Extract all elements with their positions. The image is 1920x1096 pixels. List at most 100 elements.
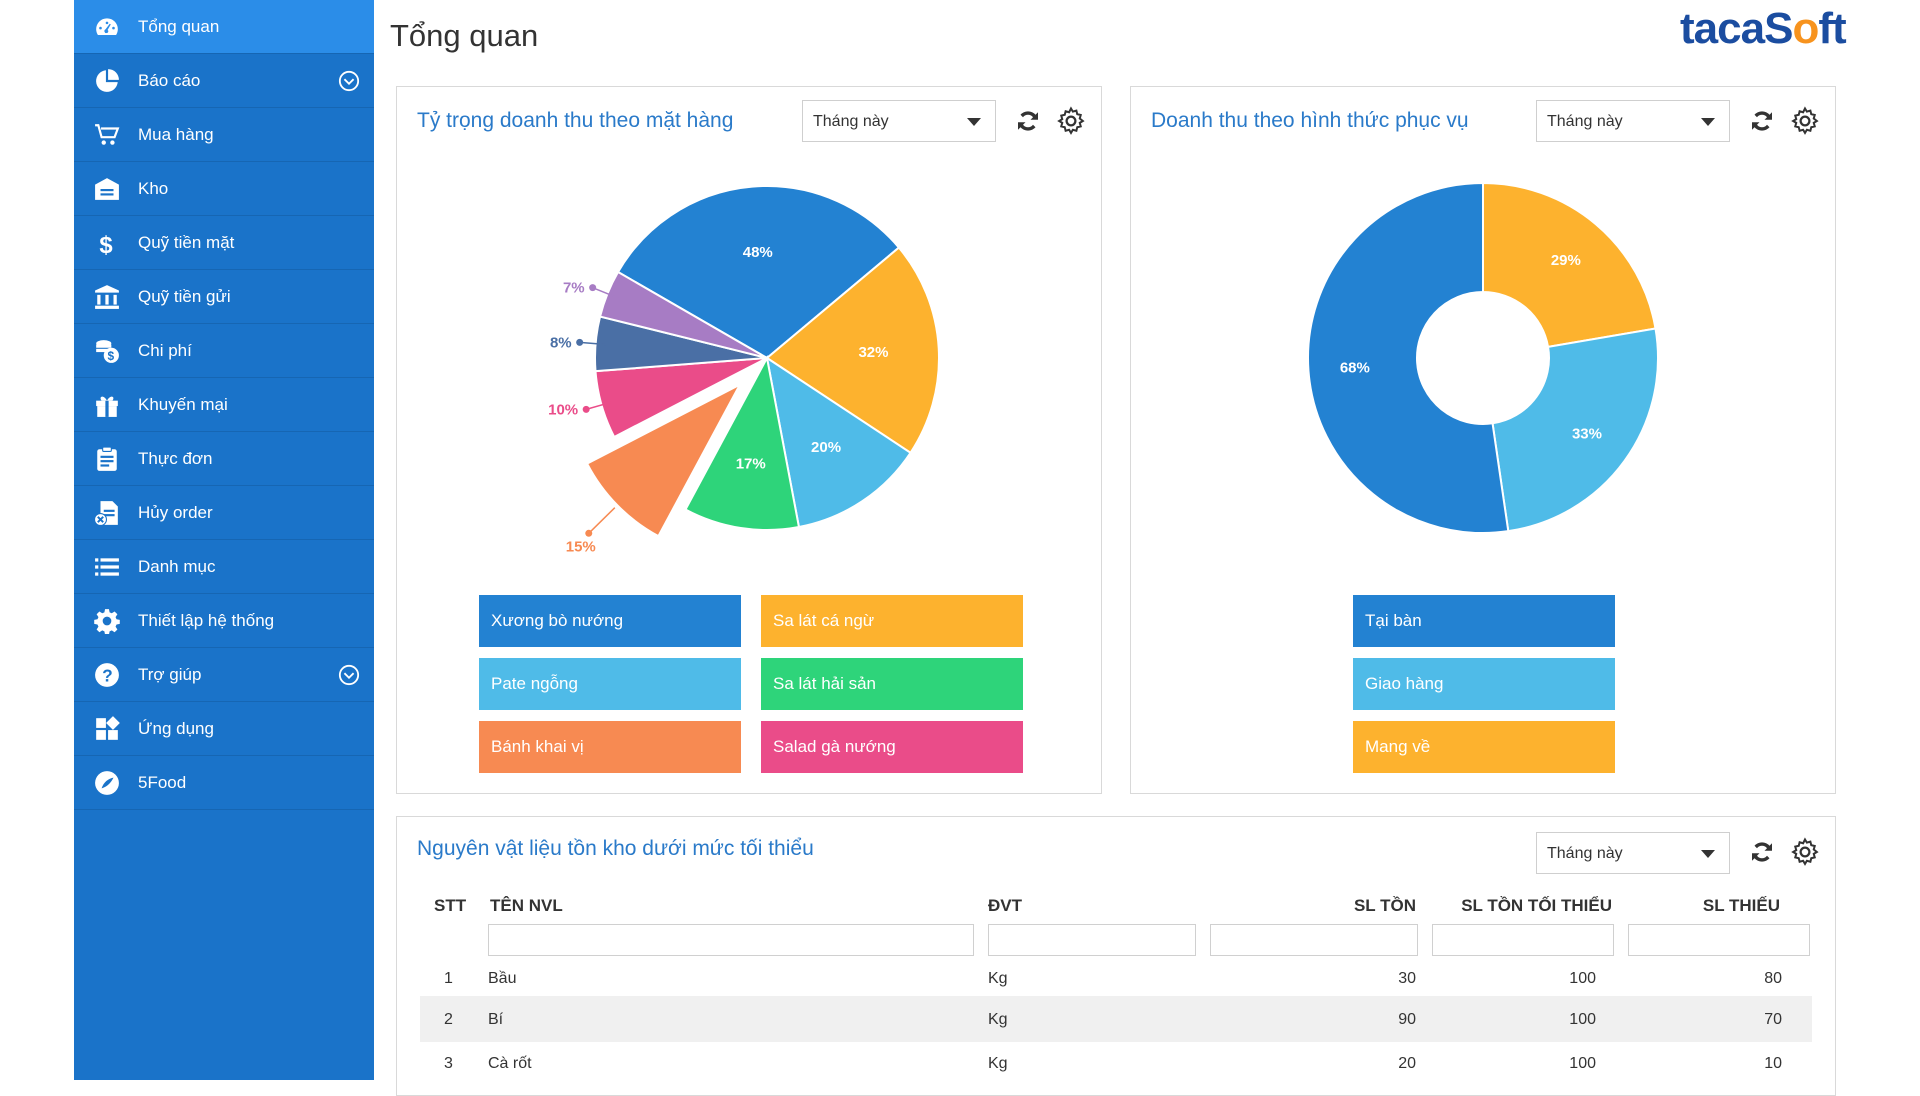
- donut-slice-tai-ban[interactable]: [1307, 181, 1510, 534]
- settings-icon[interactable]: [1790, 837, 1820, 867]
- sidebar-item-kho[interactable]: Kho: [74, 162, 374, 216]
- dashboard-icon: [92, 12, 122, 42]
- svg-text:$: $: [99, 231, 112, 255]
- sidebar-item-5food[interactable]: 5Food: [74, 756, 374, 810]
- pie-label-pate-ngong: 20%: [811, 439, 841, 456]
- filter-sl-thieu[interactable]: [1628, 924, 1810, 956]
- cell-stt: 2: [444, 1011, 453, 1028]
- sidebar-item-label: Trợ giúp: [138, 664, 202, 684]
- cell-name: Bí: [488, 1011, 504, 1028]
- period-select[interactable]: Tháng này: [1536, 100, 1730, 142]
- pie-chart-icon: [92, 66, 122, 96]
- panel-revenue-by-service: Doanh thu theo hình thức phục vụ Tháng n…: [1130, 86, 1836, 794]
- cell-stt: 1: [444, 970, 453, 987]
- sidebar-item-quy-tien-gui[interactable]: Quỹ tiền gửi: [74, 270, 374, 324]
- sidebar-item-label: 5Food: [138, 772, 187, 792]
- panel-title: Doanh thu theo hình thức phục vụ: [1151, 109, 1469, 132]
- filter-sl-ton[interactable]: [1210, 924, 1418, 956]
- sidebar-item-danh-muc[interactable]: Danh mục: [74, 540, 374, 594]
- legend-pate-ngong[interactable]: Pate ngỗng: [479, 658, 741, 710]
- sidebar: Tổng quan Báo cáo Mua hàng Kho $ Quỹ tiề…: [74, 0, 374, 1080]
- sidebar-item-huy-order[interactable]: Hủy order: [74, 486, 374, 540]
- period-select[interactable]: Tháng này: [1536, 832, 1730, 874]
- pie-label-sa-lat-hai-san: 17%: [736, 455, 766, 472]
- sidebar-item-khuyen-mai[interactable]: Khuyến mại: [74, 378, 374, 432]
- sidebar-item-tong-quan[interactable]: Tổng quan: [74, 0, 374, 54]
- sidebar-item-label: Tổng quan: [138, 16, 220, 36]
- period-select-value: Tháng này: [813, 113, 889, 130]
- svg-text:?: ?: [102, 665, 113, 685]
- donut-label-tai-ban: 68%: [1340, 359, 1370, 376]
- pie-slice-xuong-bo-nuong[interactable]: [616, 185, 901, 360]
- pie-chart-revenue-by-item: 48% 32% 20% 17% 15% 10% 8% 7%: [548, 185, 940, 555]
- legend-xuong-bo-nuong[interactable]: Xương bò nướng: [479, 595, 741, 647]
- sidebar-item-label: Danh mục: [138, 556, 216, 576]
- legend-tai-ban[interactable]: Tại bàn: [1353, 595, 1615, 647]
- column-header-sl-ton-toi-thieu[interactable]: SL TỒN TỐI THIỂU: [1461, 896, 1612, 915]
- sidebar-item-thuc-don[interactable]: Thực đơn: [74, 432, 374, 486]
- pie-label-banh-khai-vi: 15%: [566, 538, 596, 555]
- legend-giao-hang[interactable]: Giao hàng: [1353, 658, 1615, 710]
- pie-label-salad-ga-nuong: 10%: [548, 401, 578, 418]
- sidebar-item-tro-giup[interactable]: ? Trợ giúp: [74, 648, 374, 702]
- legend-sa-lat-hai-san[interactable]: Sa lát hải sản: [761, 658, 1023, 710]
- filter-dvt[interactable]: [988, 924, 1196, 956]
- column-header-dvt[interactable]: ĐVT: [988, 896, 1022, 915]
- logo-o: o: [1792, 4, 1819, 53]
- pie-slice-banh-khai-vi[interactable]: [585, 382, 743, 538]
- legend-mang-ve[interactable]: Mang về: [1353, 721, 1615, 773]
- pie-slice-sa-lat-ca-ngu[interactable]: [765, 246, 940, 455]
- pie-label-xuong-bo-nuong: 48%: [743, 244, 773, 261]
- sidebar-item-quy-tien-mat[interactable]: $ Quỹ tiền mặt: [74, 216, 374, 270]
- legend-banh-khai-vi[interactable]: Bánh khai vị: [479, 721, 741, 773]
- donut-slice-giao-hang[interactable]: [1491, 327, 1659, 533]
- chevron-down-icon[interactable]: [338, 70, 360, 92]
- caret-down-icon: [1701, 850, 1715, 858]
- cell-min: 100: [1569, 1055, 1596, 1072]
- period-select-value: Tháng này: [1547, 845, 1623, 862]
- pie-leader-dot: [576, 338, 584, 346]
- logo-S: S: [1764, 4, 1793, 53]
- settings-icon[interactable]: [1056, 106, 1086, 136]
- pie-leader-line: [579, 341, 608, 346]
- warehouse-icon: [92, 174, 122, 204]
- donut-slice-mang-ve[interactable]: [1482, 181, 1657, 349]
- sidebar-item-label: Hủy order: [138, 502, 213, 522]
- donut-chart-revenue-by-service: 29% 33% 68%: [1307, 181, 1659, 534]
- filter-ten-nvl[interactable]: [488, 924, 974, 956]
- filter-sl-ton-toi-thieu[interactable]: [1432, 924, 1614, 956]
- pie-slice-pate-ngong[interactable]: [765, 355, 912, 529]
- cancel-order-icon: [92, 498, 122, 528]
- pie-slice-sa-lat-hai-san[interactable]: [684, 355, 801, 531]
- sidebar-item-bao-cao[interactable]: Báo cáo: [74, 54, 374, 108]
- svg-text:$: $: [108, 349, 115, 363]
- logo-text: taca: [1680, 4, 1765, 53]
- panel-revenue-by-item: Tỷ trọng doanh thu theo mặt hàng Tháng n…: [396, 86, 1102, 794]
- sidebar-item-mua-hang[interactable]: Mua hàng: [74, 108, 374, 162]
- pie-leader-line: [585, 400, 614, 411]
- refresh-icon[interactable]: [1747, 837, 1777, 867]
- gear-icon: [92, 606, 122, 636]
- column-header-sl-ton[interactable]: SL TỒN: [1353, 896, 1416, 915]
- cell-name: Bầu: [488, 970, 517, 987]
- refresh-icon[interactable]: [1747, 106, 1777, 136]
- sidebar-item-label: Chi phí: [138, 340, 192, 360]
- refresh-icon[interactable]: [1013, 106, 1043, 136]
- legend-sa-lat-ca-ngu[interactable]: Sa lát cá ngừ: [761, 595, 1023, 647]
- chevron-down-icon[interactable]: [338, 664, 360, 686]
- sidebar-item-label: Quỹ tiền gửi: [138, 286, 231, 306]
- period-select[interactable]: Tháng này: [802, 100, 996, 142]
- cell-short: 70: [1764, 1011, 1782, 1028]
- gift-icon: [92, 390, 122, 420]
- sidebar-item-ung-dung[interactable]: Ứng dụng: [74, 702, 374, 756]
- sidebar-item-thiet-lap[interactable]: Thiết lập hệ thống: [74, 594, 374, 648]
- sidebar-item-chi-phi[interactable]: $ Chi phí: [74, 324, 374, 378]
- column-header-sl-thieu[interactable]: SL THIẾU: [1702, 896, 1780, 915]
- cell-unit: Kg: [988, 970, 1008, 987]
- settings-icon[interactable]: [1790, 106, 1820, 136]
- cart-icon: [92, 120, 122, 150]
- column-header-ten-nvl[interactable]: TÊN NVL: [490, 896, 563, 915]
- coins-icon: $: [92, 336, 122, 366]
- legend-salad-ga-nuong[interactable]: Salad gà nướng: [761, 721, 1023, 773]
- column-header-stt[interactable]: STT: [434, 896, 467, 915]
